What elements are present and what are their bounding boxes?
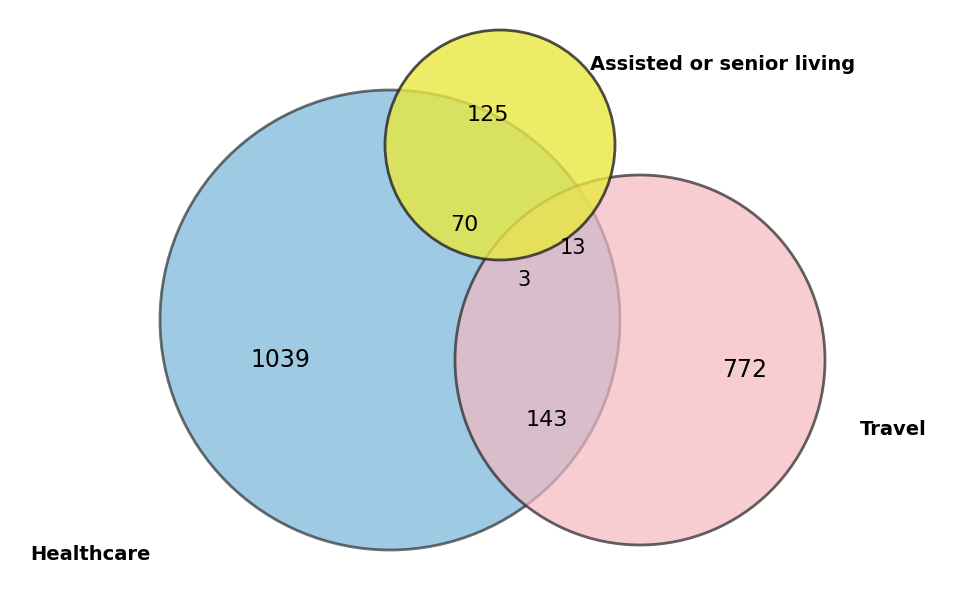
- Text: Travel: Travel: [860, 420, 927, 439]
- Circle shape: [385, 30, 615, 260]
- Text: 772: 772: [722, 358, 767, 382]
- Text: Assisted or senior living: Assisted or senior living: [590, 55, 856, 74]
- Circle shape: [160, 90, 620, 550]
- Circle shape: [455, 175, 825, 545]
- Text: 3: 3: [517, 270, 530, 290]
- Text: 125: 125: [466, 105, 510, 125]
- Text: 143: 143: [526, 410, 568, 430]
- Text: 13: 13: [560, 238, 586, 258]
- Text: 70: 70: [450, 215, 478, 235]
- Text: 1039: 1039: [250, 348, 310, 372]
- Text: Healthcare: Healthcare: [30, 545, 150, 564]
